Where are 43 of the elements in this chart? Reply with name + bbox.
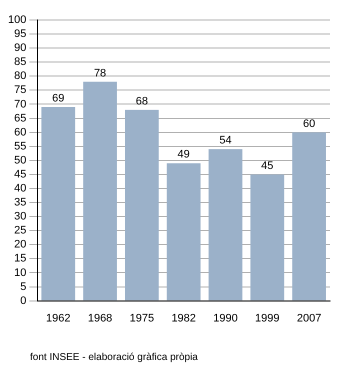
bar [83,82,117,300]
y-tick-label: 0 [20,294,26,307]
y-tick-label: 15 [14,252,26,265]
y-tick-label: 75 [14,84,26,96]
y-tick-label: 95 [14,28,26,40]
y-tick-label: 40 [14,182,26,195]
data-label: 54 [219,134,232,147]
data-label: 60 [302,118,316,130]
data-label: 78 [94,67,106,80]
y-tick-label: 5 [20,280,26,293]
bar [292,132,326,300]
y-tick-label: 85 [14,56,26,68]
x-tick-label: 1999 [255,312,280,324]
y-tick-label: 10 [14,266,26,279]
x-tick-label: 1990 [213,312,238,324]
y-tick-label: 55 [14,140,26,152]
x-tick-label: 1968 [88,312,112,324]
x-tick-label: 1962 [46,312,70,324]
text: font INSEE - elaboració gràfica pròpia [30,352,198,363]
y-tick-label: 80 [14,70,26,82]
y-tick-label: 35 [14,196,26,209]
data-label: 49 [178,148,190,161]
y-tick-label: 50 [14,154,26,166]
y-tick-label: 45 [14,168,26,180]
bar [41,107,76,300]
y-tick-label: 100 [8,14,26,26]
data-label: 45 [261,160,274,172]
data-label: 69 [52,92,64,105]
y-tick-label: 65 [14,112,26,124]
y-tick-label: 25 [14,224,26,237]
y-tick-label: 20 [14,238,26,251]
y-tick-label: 90 [14,42,26,54]
bar [208,149,242,300]
bar [166,163,201,300]
bar [124,110,159,300]
x-tick-label: 1975 [130,312,154,324]
x-tick-label: 2007 [296,312,322,324]
y-tick-label: 60 [14,126,26,138]
data-label: 68 [136,95,148,108]
bar [250,174,284,300]
y-tick-label: 70 [14,98,26,110]
y-tick-label: 30 [14,210,26,223]
x-tick-label: 1982 [171,312,196,324]
